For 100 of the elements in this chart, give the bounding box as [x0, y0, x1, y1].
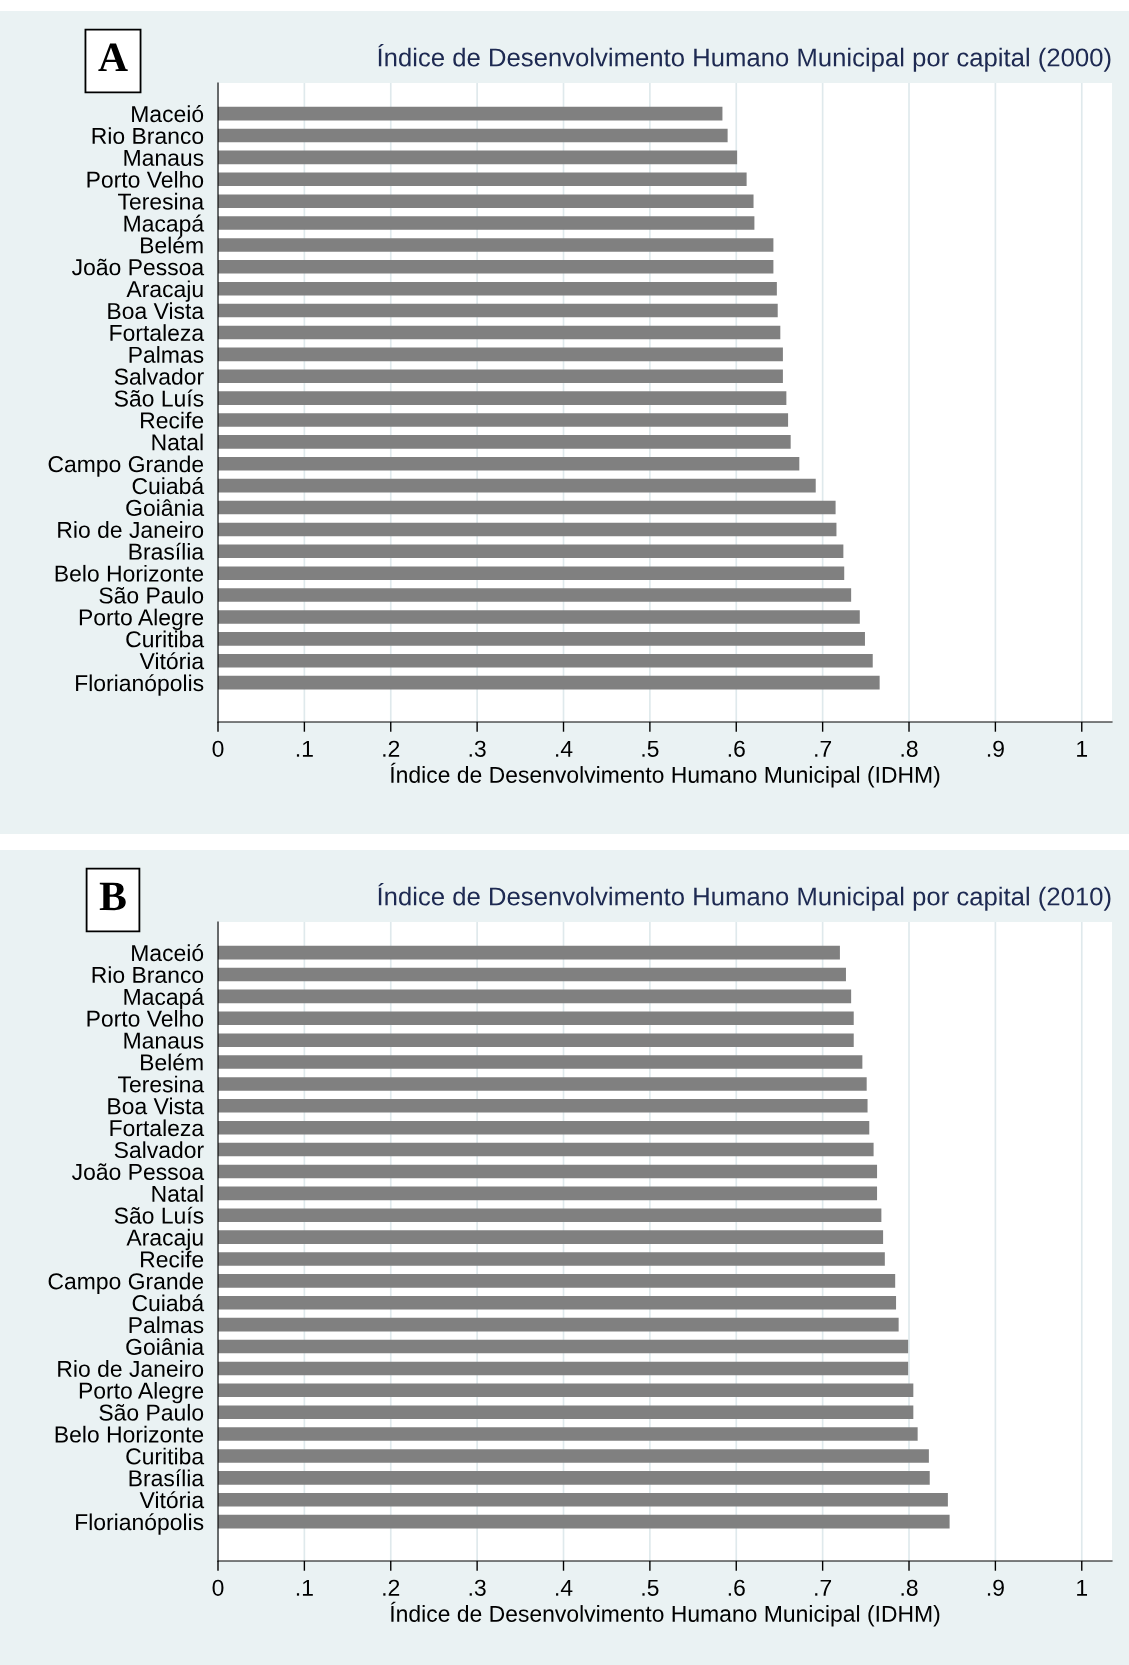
x-axis-title: Índice de Desenvolvimento Humano Municipal (IDHM): [390, 1601, 940, 1627]
bar: [218, 1011, 854, 1026]
y-tick-label: Rio Branco: [92, 966, 204, 984]
y-tick-label: São Luís: [114, 389, 204, 407]
x-tick-label: 1: [1077, 1579, 1088, 1596]
y-tick-label: Vitória: [139, 1491, 205, 1509]
y-tick-label: Natal: [152, 1185, 203, 1202]
chart-title: Índice de Desenvolvimento Humano Municipal por capital (2010): [378, 883, 1111, 911]
y-tick-label: Brasília: [129, 1469, 205, 1487]
bar: [218, 566, 845, 580]
y-tick-label: Porto Velho: [87, 170, 204, 188]
bar: [218, 1492, 948, 1507]
y-tick-label: Aracaju: [126, 280, 203, 302]
bar: [218, 675, 880, 690]
bar: [218, 1427, 918, 1441]
bar: [218, 1361, 909, 1376]
y-tick-label: Florianópolis: [76, 674, 204, 696]
bar: [218, 150, 738, 165]
bar: [218, 500, 836, 515]
bar: [218, 1449, 929, 1463]
bar: [218, 1295, 897, 1310]
y-tick-label: Florianópolis: [76, 1513, 204, 1535]
bar: [218, 1317, 899, 1332]
y-tick-label: Porto Alegre: [79, 608, 204, 631]
bar: [218, 1033, 854, 1047]
y-tick-label: Fortaleza: [110, 1119, 205, 1137]
bar: [218, 1186, 878, 1201]
x-tick-label: .3: [469, 740, 486, 757]
y-tick-label: Rio de Janeiro: [58, 521, 204, 538]
bar: [218, 1077, 867, 1091]
y-tick-label: Porto Velho: [87, 1009, 204, 1027]
bar: [218, 610, 860, 624]
y-tick-label: Teresina: [118, 1075, 205, 1093]
x-tick-label: .3: [469, 1579, 486, 1596]
y-tick-label: Maceió: [132, 944, 204, 962]
y-tick-label: Recife: [141, 411, 204, 429]
y-tick-label: Natal: [152, 433, 203, 451]
bar: [218, 1055, 863, 1069]
text: B: [99, 882, 126, 911]
bar: [218, 1120, 870, 1135]
y-tick-label: Belo Horizonte: [55, 564, 204, 582]
bar: [218, 413, 789, 427]
x-tick-label: .5: [642, 1579, 659, 1596]
chart-title: Índice de Desenvolvimento Humano Municipal por capital (2000): [378, 44, 1111, 72]
y-tick-label: São Luís: [114, 1206, 204, 1224]
x-tick-label: .2: [383, 1579, 400, 1596]
bar: [218, 1383, 914, 1398]
x-tick-label: .4: [556, 740, 573, 757]
x-tick-label: .9: [987, 1579, 1004, 1596]
bar: [218, 1230, 884, 1244]
y-tick-label: Salvador: [114, 367, 204, 385]
x-tick-label: .4: [556, 1579, 573, 1596]
y-tick-label: Belém: [141, 236, 203, 254]
x-tick-label: .7: [815, 1579, 832, 1596]
y-tick-label: Goiânia: [126, 499, 205, 517]
x-tick-label: .6: [728, 740, 745, 757]
bar: [218, 369, 783, 384]
y-tick-label: Fortaleza: [110, 324, 205, 341]
y-tick-label: Boa Vista: [108, 1097, 205, 1115]
bar: [218, 1142, 874, 1157]
bar: [218, 172, 747, 187]
y-tick-label: Macapá: [124, 214, 205, 237]
x-tick-label: 0: [212, 740, 224, 757]
bar: [218, 1099, 868, 1113]
x-tick-label: .6: [728, 1579, 745, 1596]
bar: [218, 391, 787, 405]
x-tick-label: .5: [642, 740, 659, 757]
y-tick-label: João Pessoa: [71, 258, 205, 276]
bar: [218, 967, 846, 982]
y-tick-label: Manaus: [124, 1032, 204, 1049]
x-tick-label: .2: [383, 740, 400, 757]
y-tick-label: Aracaju: [126, 1228, 203, 1251]
x-tick-label: .1: [296, 1579, 313, 1596]
bar: [218, 128, 728, 143]
bar: [218, 632, 865, 646]
bar: [218, 194, 754, 208]
x-axis-title: Índice de Desenvolvimento Humano Municipal (IDHM): [390, 762, 940, 788]
text: A: [98, 43, 128, 72]
bar: [218, 544, 844, 559]
y-tick-label: São Paulo: [99, 586, 204, 604]
y-tick-label: Brasília: [129, 542, 205, 560]
x-tick-label: .1: [296, 740, 313, 757]
bar: [218, 325, 781, 340]
y-tick-label: João Pessoa: [71, 1163, 205, 1180]
y-tick-label: Curitiba: [126, 1447, 205, 1465]
x-tick-label: .9: [987, 740, 1004, 757]
bar: [218, 989, 852, 1004]
y-tick-label: Campo Grande: [48, 455, 204, 477]
y-tick-label: Vitória: [139, 652, 205, 670]
y-tick-label: Teresina: [118, 192, 205, 210]
bar: [218, 303, 778, 318]
bar: [218, 238, 774, 252]
x-tick-label: .8: [901, 740, 918, 757]
bar: [218, 1471, 930, 1485]
y-tick-label: Recife: [141, 1250, 204, 1268]
y-tick-label: Rio Branco: [92, 127, 204, 145]
x-tick-label: .8: [901, 1579, 918, 1596]
y-tick-label: Palmas: [129, 1316, 204, 1334]
bar: [218, 106, 723, 121]
y-tick-label: Rio de Janeiro: [58, 1360, 204, 1377]
